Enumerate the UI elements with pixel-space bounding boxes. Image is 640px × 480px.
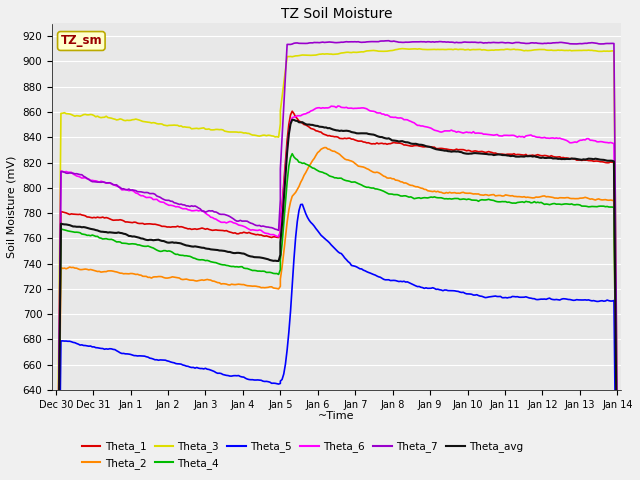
Legend: Theta_1, Theta_2, Theta_3, Theta_4, Theta_5, Theta_6, Theta_7, Theta_avg: Theta_1, Theta_2, Theta_3, Theta_4, Thet… [77, 437, 527, 473]
X-axis label: ~Time: ~Time [318, 411, 355, 421]
Y-axis label: Soil Moisture (mV): Soil Moisture (mV) [7, 156, 17, 258]
Text: TZ_sm: TZ_sm [61, 35, 102, 48]
Title: TZ Soil Moisture: TZ Soil Moisture [281, 7, 392, 21]
